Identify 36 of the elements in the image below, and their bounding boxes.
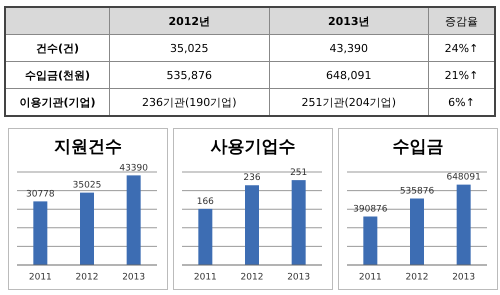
data-label: 236기관(190기업)	[110, 88, 269, 116]
data-label: 251기관(204기업)	[269, 88, 428, 116]
x-tick-label: 2012	[76, 272, 98, 282]
data-label: 251	[290, 168, 308, 178]
data-label: 390876	[353, 204, 388, 215]
text: 2012년	[110, 7, 269, 34]
category-label: 이용기관(기업)	[5, 88, 110, 116]
data-label: 24%↑	[428, 34, 495, 62]
x-tick-label: 2011	[194, 272, 217, 282]
data-label: 21%↑	[428, 62, 495, 88]
x-tick-label: 2013	[122, 272, 146, 282]
data-label: 535876	[400, 186, 434, 197]
x-tick-label: 2013	[287, 272, 310, 282]
chart-title: 사용기업수	[210, 136, 296, 158]
data-label: 43,390	[269, 34, 428, 62]
data-label: 35025	[72, 180, 102, 191]
data-label: 648091	[446, 172, 481, 183]
data-label: 166	[196, 196, 214, 207]
data-label: 535,876	[110, 62, 269, 88]
data-label: 30778	[26, 189, 55, 200]
data-label: 236	[243, 173, 261, 184]
category-label: 건수(건)	[5, 34, 110, 62]
x-tick-label: 2011	[28, 272, 52, 282]
x-tick-label: 2011	[358, 272, 382, 282]
text: 증감율	[428, 7, 495, 34]
data-label: 43390	[119, 163, 148, 174]
category-label: 수입금(천원)	[5, 62, 110, 88]
chart-title: 수입금	[392, 136, 444, 158]
x-tick-label: 2013	[452, 272, 476, 282]
data-label: 35,025	[110, 34, 269, 62]
data-label: 648,091	[269, 62, 428, 88]
text: 2013년	[269, 7, 428, 34]
chart-title: 지원건수	[53, 136, 123, 158]
x-tick-label: 2012	[406, 272, 428, 282]
data-label: 6%↑	[428, 88, 495, 116]
x-tick-label: 2012	[240, 272, 264, 282]
